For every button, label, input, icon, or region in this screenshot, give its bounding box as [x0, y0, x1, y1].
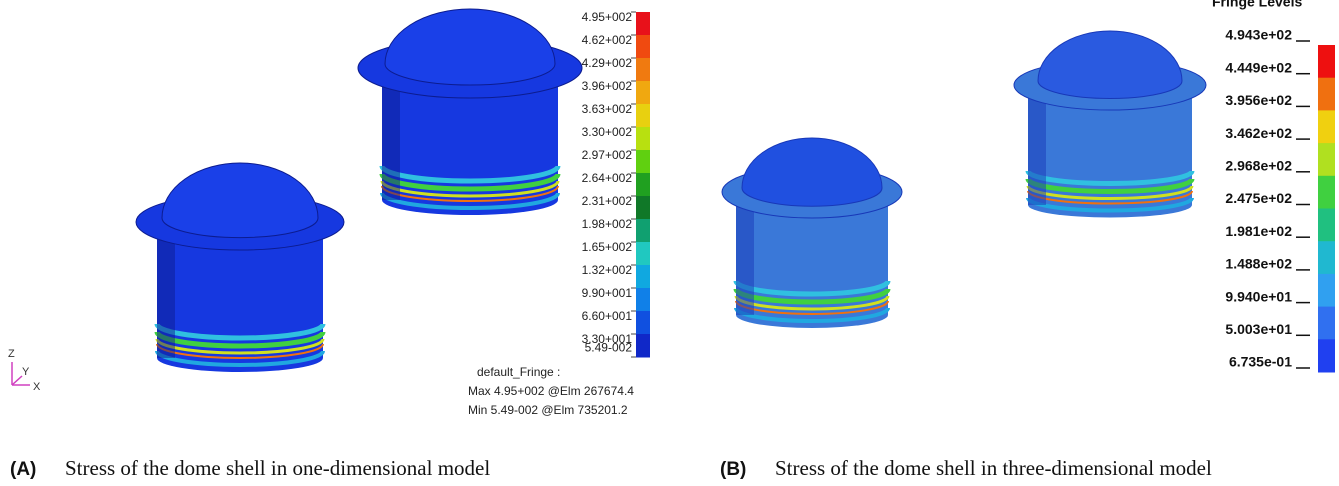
shell-shade	[1028, 95, 1046, 205]
colorbar-label: 3.30+002	[582, 125, 633, 139]
dome-shell-model	[136, 163, 344, 372]
colorbar-label: 6.60+001	[582, 309, 633, 323]
colorbar-label: 4.449e+02	[1225, 59, 1292, 75]
colorbar-label: 1.981e+02	[1225, 223, 1292, 239]
colorbar-segment	[1318, 110, 1335, 143]
colorbar-segment	[636, 104, 650, 128]
colorbar-segment	[636, 311, 650, 335]
colorbar-segment	[636, 35, 650, 59]
colorbar-label: 1.98+002	[582, 217, 633, 231]
models	[136, 9, 1206, 372]
shell-shade	[382, 78, 400, 200]
colorbar-segment	[636, 12, 650, 36]
colorbar-segment	[1318, 307, 1335, 340]
fringe-title: default_Fringe :	[477, 365, 560, 379]
colorbar-segment	[1318, 45, 1335, 78]
shell-shade	[736, 202, 754, 315]
colorbar-segment	[636, 242, 650, 266]
y-axis	[12, 376, 22, 385]
colorbar-segment	[636, 219, 650, 243]
colorbar-segment	[1318, 78, 1335, 111]
dome-shell-model	[358, 9, 582, 215]
colorbar-label: 2.97+002	[582, 148, 633, 162]
colorbar-segment	[636, 127, 650, 151]
fringe-min: Min 5.49-002 @Elm 735201.2	[468, 403, 628, 417]
colorbar-label: 1.488e+02	[1225, 256, 1292, 272]
figure: default_Fringe : Max 4.95+002 @Elm 26767…	[0, 0, 1339, 486]
colorbar-label: 2.968e+02	[1225, 158, 1292, 174]
fringe-levels-title: Fringe Levels	[1212, 0, 1302, 10]
colorbar-label: 4.29+002	[582, 56, 633, 70]
colorbar-label: 2.31+002	[582, 194, 633, 208]
x-label: X	[33, 381, 41, 393]
colorbar-label: 5.49-002	[585, 341, 633, 355]
shell-dome	[742, 138, 882, 206]
colorbar-segment	[636, 196, 650, 220]
colorbar-label: 3.63+002	[582, 102, 633, 116]
colorbar-label: 1.65+002	[582, 240, 633, 254]
colorbar-label: 3.462e+02	[1225, 125, 1292, 141]
shell-dome	[1038, 31, 1182, 98]
colorbar-label: 5.003e+01	[1225, 321, 1292, 337]
colorbar-label: 4.95+002	[582, 10, 633, 24]
shell-dome	[162, 163, 318, 238]
colorbar-segment	[636, 173, 650, 197]
caption-text: Stress of the dome shell in three-dimens…	[775, 456, 1212, 480]
axis-triad: Z Y X	[8, 348, 41, 393]
caption-text: Stress of the dome shell in one-dimensio…	[65, 456, 490, 480]
colorbar-label: 2.475e+02	[1225, 190, 1292, 206]
y-label: Y	[22, 366, 30, 378]
colorbar-label: 3.956e+02	[1225, 92, 1292, 108]
caption-label: (B)	[720, 459, 746, 480]
figure-canvas: default_Fringe : Max 4.95+002 @Elm 26767…	[0, 0, 1339, 486]
colorbar-label: 4.943e+02	[1225, 27, 1292, 43]
colorbar-segment	[1318, 274, 1335, 307]
colorbar-label: 4.62+002	[582, 33, 633, 47]
caption-label: (A)	[10, 459, 36, 480]
shell-dome	[385, 9, 555, 85]
colorbar-segment	[1318, 176, 1335, 209]
colorbar-segment	[636, 81, 650, 105]
colorbar-segment	[636, 288, 650, 312]
shell-shade	[157, 232, 175, 358]
colorbar-segment	[1318, 143, 1335, 176]
colorbar-segment	[636, 58, 650, 82]
dome-shell-model	[1014, 31, 1206, 217]
colorbar-label: 6.735e-01	[1229, 354, 1292, 370]
colorbar-segment	[1318, 209, 1335, 242]
colorbar-segment	[636, 334, 650, 358]
dome-shell-model	[722, 138, 902, 328]
colorbar-label: 2.64+002	[582, 171, 633, 185]
colorbar-label: 1.32+002	[582, 263, 633, 277]
colorbar-label: 9.90+001	[582, 286, 633, 300]
fringe-max: Max 4.95+002 @Elm 267674.4	[468, 384, 634, 398]
colorbar-label: 3.96+002	[582, 79, 633, 93]
colorbar-segment	[1318, 241, 1335, 274]
colorbar-label: 9.940e+01	[1225, 288, 1292, 304]
colorbar-segment	[636, 265, 650, 289]
colorbar-segment	[1318, 339, 1335, 372]
z-label: Z	[8, 348, 15, 360]
colorbar-segment	[636, 150, 650, 174]
